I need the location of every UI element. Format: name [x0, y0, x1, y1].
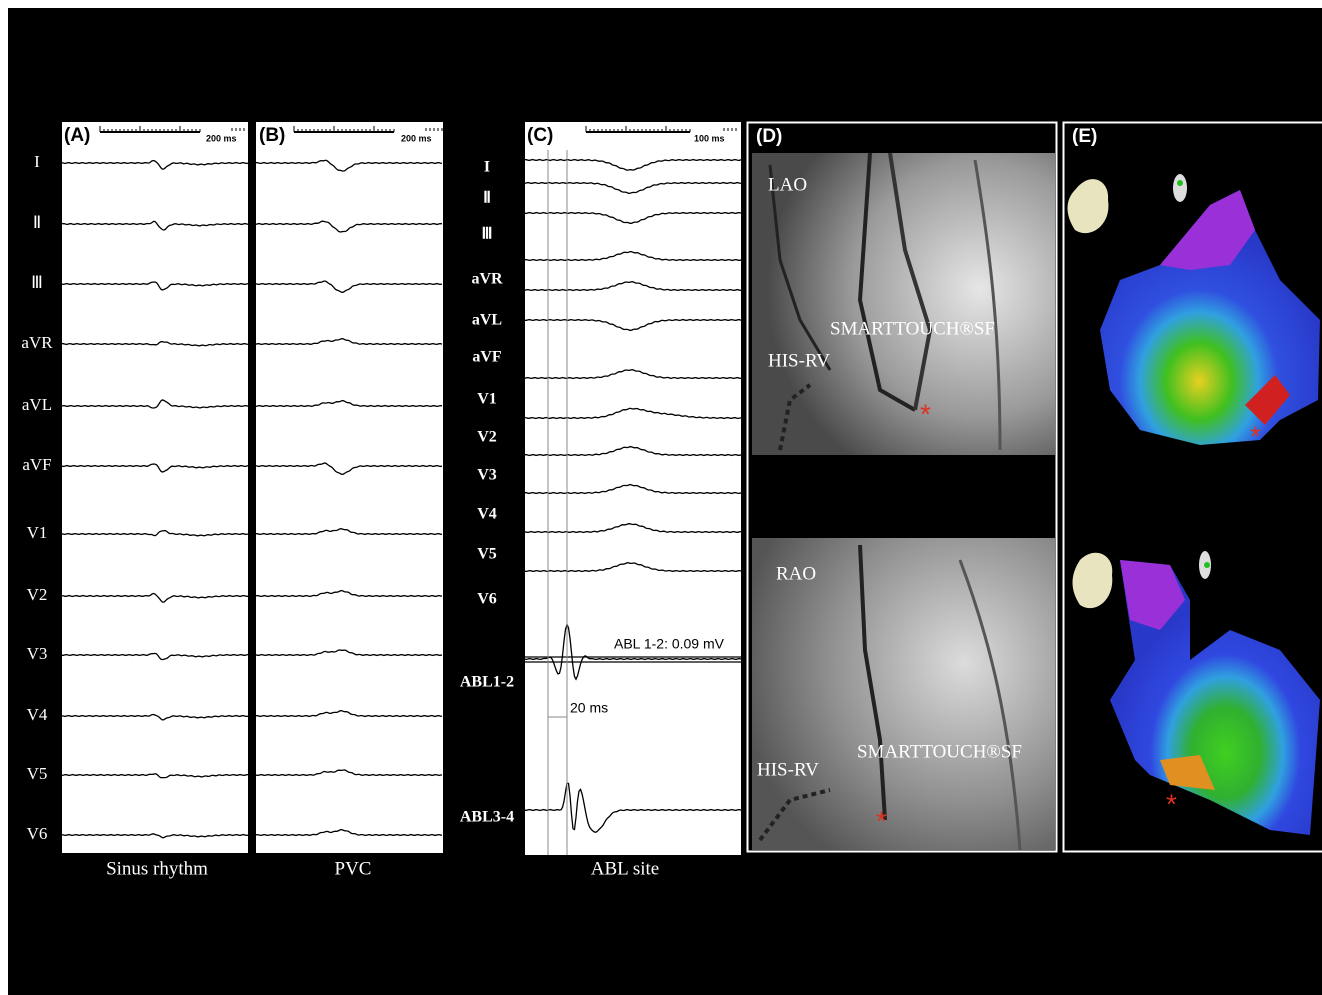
- lead-label: aVR: [21, 333, 53, 352]
- panel-b: [256, 122, 443, 853]
- lead-label: aVF: [22, 455, 51, 474]
- lead-label: V1: [27, 523, 48, 542]
- scale-label: 200 ms: [206, 133, 237, 143]
- page: (A) 200 ms (B) 200 ms (C) 100 ms (D) (E)…: [0, 0, 1322, 995]
- lead-label: Ⅱ: [483, 190, 491, 207]
- lead-label: I: [34, 152, 40, 171]
- lead-label: V1: [477, 391, 497, 408]
- gap: [752, 455, 1055, 538]
- lead-label: ABL1-2: [460, 674, 514, 691]
- site-marker: *: [1166, 788, 1177, 819]
- lead-label: V2: [27, 585, 48, 604]
- caption: PVC: [335, 858, 372, 879]
- panel-a: [62, 122, 248, 853]
- site-marker: *: [1250, 420, 1261, 451]
- panel-label: (A): [64, 125, 90, 146]
- lead-label: aVF: [472, 349, 502, 366]
- lead-label: V4: [27, 705, 48, 724]
- view-label: LAO: [768, 174, 807, 195]
- fluoroscopy-rao: [752, 538, 1055, 850]
- figure: (A) 200 ms (B) 200 ms (C) 100 ms (D) (E)…: [0, 0, 1322, 995]
- scale-label: 200 ms: [401, 133, 432, 143]
- view-label: RAO: [776, 563, 816, 584]
- scale-label: 100 ms: [694, 133, 725, 143]
- caption: Sinus rhythm: [106, 858, 208, 879]
- lead-label: aVR: [471, 271, 503, 288]
- amplitude-label: ABL 1-2: 0.09 mV: [614, 636, 725, 652]
- panel-label: (B): [259, 125, 285, 146]
- lead-label: V5: [27, 764, 48, 783]
- lead-label: aVL: [22, 395, 52, 414]
- lead-label: I: [484, 159, 490, 176]
- catheter-label: SMARTTOUCH®SF: [830, 318, 995, 339]
- lead-label: Ⅲ: [31, 273, 43, 292]
- catheter-label: SMARTTOUCH®SF: [857, 741, 1022, 762]
- lead-label: V2: [477, 429, 497, 446]
- lead-label: V6: [477, 591, 497, 608]
- lead-label: ABL3-4: [460, 809, 514, 826]
- panel-label: (D): [756, 126, 782, 147]
- lead-label: Ⅲ: [481, 226, 492, 243]
- lead-label: V5: [477, 546, 497, 563]
- caption: ABL site: [591, 858, 659, 879]
- lead-label: V4: [477, 506, 497, 523]
- panel-c: [525, 122, 741, 855]
- catheter-label: HIS-RV: [757, 759, 819, 780]
- catheter-label: HIS-RV: [768, 350, 830, 371]
- site-marker: *: [920, 398, 931, 429]
- site-marker: *: [876, 805, 887, 836]
- fluoroscopy-lao: [752, 153, 1055, 455]
- lead-label: V3: [27, 644, 48, 663]
- lead-label: Ⅱ: [33, 213, 41, 232]
- panel-label: (C): [527, 125, 553, 146]
- panel-label: (E): [1072, 126, 1097, 147]
- lead-label: V6: [27, 824, 48, 843]
- lead-label: aVL: [472, 312, 502, 329]
- lead-label: V3: [477, 467, 497, 484]
- interval-label: 20 ms: [570, 700, 608, 716]
